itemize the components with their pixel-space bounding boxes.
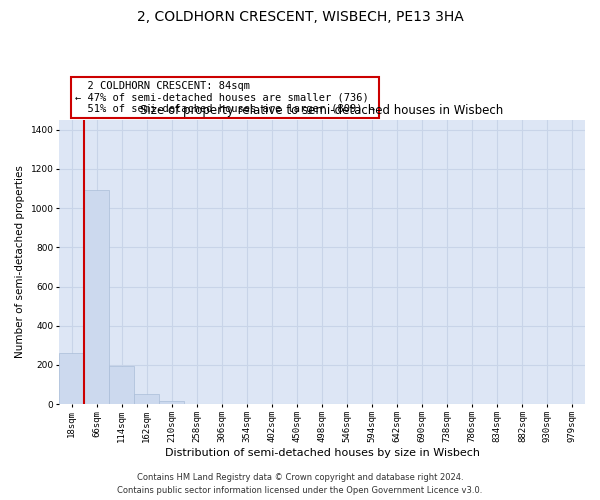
Bar: [59, 353, 84, 404]
Text: 2 COLDHORN CRESCENT: 84sqm
← 47% of semi-detached houses are smaller (736)
  51%: 2 COLDHORN CRESCENT: 84sqm ← 47% of semi…: [75, 81, 375, 114]
Y-axis label: Number of semi-detached properties: Number of semi-detached properties: [15, 166, 25, 358]
Bar: [134, 394, 159, 404]
Bar: [159, 400, 184, 404]
Bar: [84, 190, 109, 404]
X-axis label: Distribution of semi-detached houses by size in Wisbech: Distribution of semi-detached houses by …: [164, 448, 479, 458]
Bar: [109, 366, 134, 404]
Title: Size of property relative to semi-detached houses in Wisbech: Size of property relative to semi-detach…: [140, 104, 503, 118]
Text: 2, COLDHORN CRESCENT, WISBECH, PE13 3HA: 2, COLDHORN CRESCENT, WISBECH, PE13 3HA: [137, 10, 463, 24]
Text: Contains HM Land Registry data © Crown copyright and database right 2024.
Contai: Contains HM Land Registry data © Crown c…: [118, 474, 482, 495]
